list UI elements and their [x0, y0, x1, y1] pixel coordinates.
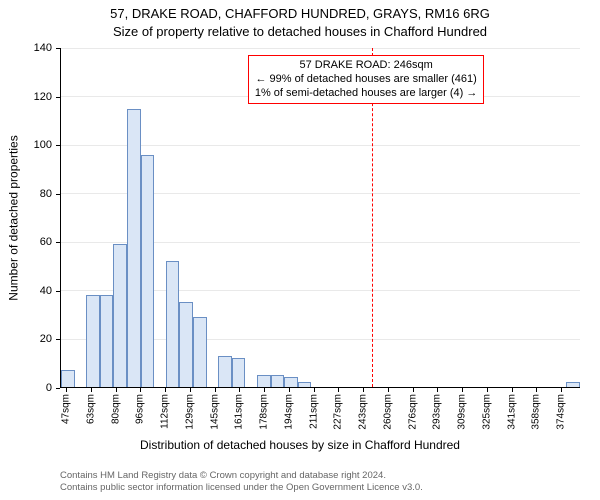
x-tick-mark — [140, 388, 141, 392]
x-tick-label: 243sqm — [358, 394, 369, 430]
chart-title-line2: Size of property relative to detached ho… — [0, 24, 600, 39]
x-tick-mark — [239, 388, 240, 392]
y-tick-label: 80 — [40, 188, 52, 200]
x-tick-mark — [314, 388, 315, 392]
x-tick-mark — [190, 388, 191, 392]
y-tick-label: 40 — [40, 285, 52, 297]
bar — [218, 356, 232, 387]
x-tick-mark — [363, 388, 364, 392]
bar — [298, 382, 312, 387]
x-tick-label: 161sqm — [234, 394, 245, 430]
x-tick-mark — [264, 388, 265, 392]
x-tick-mark — [388, 388, 389, 392]
credits-line-1: Contains HM Land Registry data © Crown c… — [60, 470, 423, 482]
x-tick-mark — [512, 388, 513, 392]
x-tick-label: 47sqm — [61, 394, 72, 424]
plot-area: 57 DRAKE ROAD: 246sqm ← 99% of detached … — [60, 48, 580, 388]
y-tick-label: 20 — [40, 333, 52, 345]
x-tick-mark — [289, 388, 290, 392]
x-tick-label: 211sqm — [308, 394, 319, 429]
x-tick-mark — [116, 388, 117, 392]
x-tick-label: 145sqm — [209, 394, 220, 430]
y-axis-ticks: 020406080100120140 — [0, 48, 56, 388]
x-tick-label: 325sqm — [481, 394, 492, 430]
x-tick-label: 309sqm — [457, 394, 468, 430]
x-tick-label: 194sqm — [283, 394, 294, 430]
x-tick-label: 341sqm — [506, 394, 517, 430]
x-tick-label: 260sqm — [382, 394, 393, 430]
x-tick-label: 293sqm — [432, 394, 443, 430]
bar — [179, 302, 193, 387]
x-tick-mark — [165, 388, 166, 392]
bar — [232, 358, 246, 387]
credits-line-2: Contains public sector information licen… — [60, 482, 423, 494]
x-tick-mark — [215, 388, 216, 392]
x-tick-label: 129sqm — [184, 394, 195, 430]
annotation-line-3: 1% of semi-detached houses are larger (4… — [255, 86, 478, 100]
chart-title-line1: 57, DRAKE ROAD, CHAFFORD HUNDRED, GRAYS,… — [0, 6, 600, 21]
x-tick-label: 276sqm — [407, 394, 418, 430]
y-tick-label: 0 — [46, 382, 52, 394]
bar — [86, 295, 100, 387]
y-tick-label: 140 — [34, 42, 52, 54]
x-tick-label: 374sqm — [556, 394, 567, 430]
annotation-line-2: ← 99% of detached houses are smaller (46… — [255, 72, 478, 86]
y-tick-label: 60 — [40, 236, 52, 248]
x-tick-mark — [338, 388, 339, 392]
y-tick-label: 120 — [34, 91, 52, 103]
x-tick-label: 358sqm — [531, 394, 542, 430]
bar — [193, 317, 207, 387]
x-tick-mark — [91, 388, 92, 392]
x-tick-mark — [413, 388, 414, 392]
x-axis-label: Distribution of detached houses by size … — [0, 438, 600, 452]
x-tick-mark — [462, 388, 463, 392]
bar — [257, 375, 271, 387]
x-tick-label: 112sqm — [160, 394, 171, 429]
bar — [100, 295, 114, 387]
chart-container: 57, DRAKE ROAD, CHAFFORD HUNDRED, GRAYS,… — [0, 0, 600, 500]
annotation-line-1: 57 DRAKE ROAD: 246sqm — [255, 58, 478, 72]
bar — [127, 109, 141, 387]
x-tick-label: 96sqm — [135, 394, 146, 424]
x-tick-label: 227sqm — [333, 394, 344, 430]
x-tick-mark — [561, 388, 562, 392]
x-tick-label: 178sqm — [259, 394, 270, 430]
credits-block: Contains HM Land Registry data © Crown c… — [60, 470, 423, 494]
y-tick-label: 100 — [34, 139, 52, 151]
bar — [566, 382, 580, 387]
bar — [141, 155, 155, 387]
x-tick-mark — [66, 388, 67, 392]
annotation-box: 57 DRAKE ROAD: 246sqm ← 99% of detached … — [248, 55, 485, 104]
x-tick-mark — [437, 388, 438, 392]
bar — [271, 375, 285, 387]
bar — [284, 377, 298, 387]
x-tick-mark — [487, 388, 488, 392]
x-tick-label: 80sqm — [110, 394, 121, 424]
x-tick-mark — [536, 388, 537, 392]
bar — [113, 244, 127, 387]
x-tick-label: 63sqm — [85, 394, 96, 424]
bar — [61, 370, 75, 387]
bar — [166, 261, 180, 387]
